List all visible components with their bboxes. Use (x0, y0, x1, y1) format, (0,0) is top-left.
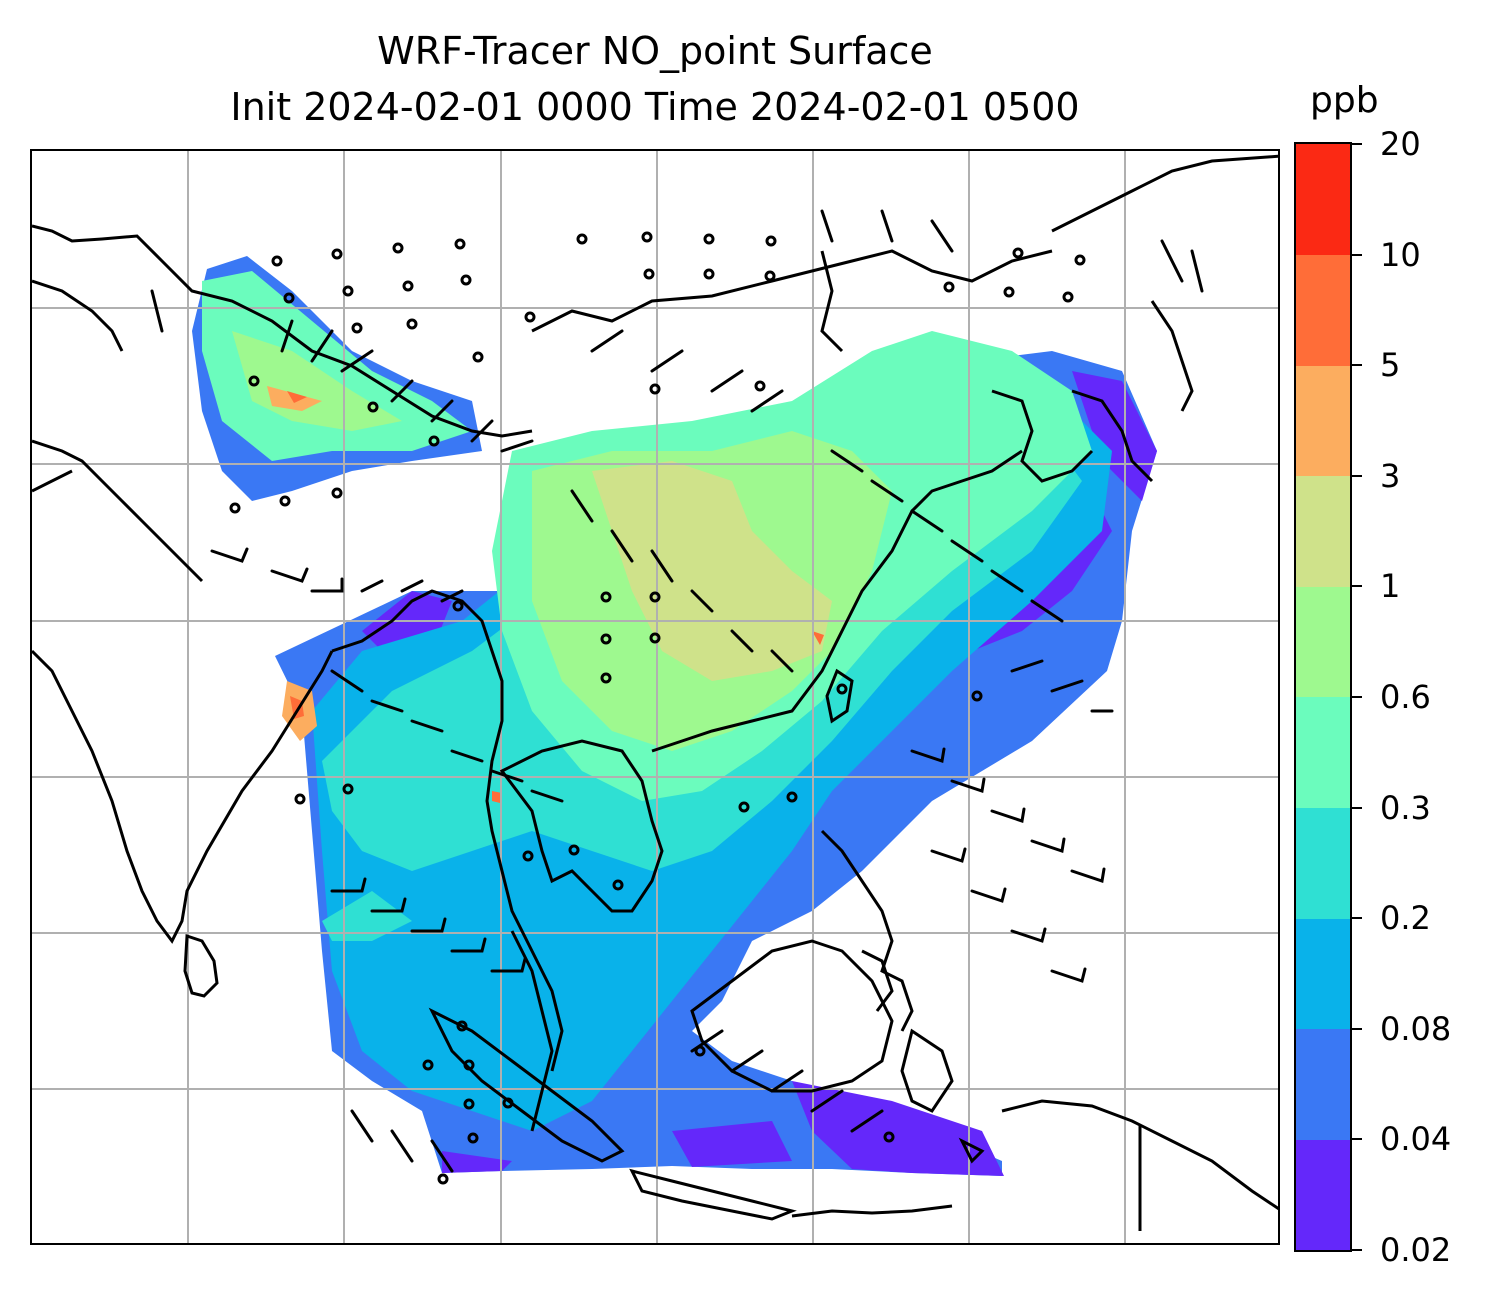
calm-markers (229, 231, 1086, 1185)
colorbar-tick (1352, 1027, 1362, 1030)
colorbar-unit: ppb (1310, 80, 1379, 121)
colorbar-tick-label: 1 (1380, 567, 1401, 606)
colorbar-tick (1352, 474, 1362, 477)
colorbar-segment (1296, 365, 1350, 477)
colorbar-tick (1352, 1249, 1362, 1251)
colorbar (1294, 142, 1352, 1252)
wind-barbs (150, 209, 1204, 1173)
colorbar-tick (1352, 364, 1362, 367)
colorbar-tick (1352, 253, 1362, 256)
chart-title-line2: Init 2024-02-01 0000 Time 2024-02-01 050… (230, 85, 1080, 129)
colorbar-segment (1296, 918, 1350, 1030)
colorbar-segment (1296, 1139, 1350, 1251)
colorbar-tick (1352, 143, 1362, 145)
colorbar-tick-label: 0.2 (1380, 899, 1431, 938)
colorbar-tick (1352, 696, 1362, 698)
colorbar-tick (1352, 1138, 1362, 1141)
colorbar-segment (1296, 586, 1350, 698)
colorbar-segment (1296, 1028, 1350, 1140)
map-panel (30, 149, 1280, 1245)
colorbar-tick-label: 20 (1380, 125, 1421, 163)
field-band-1 (592, 461, 832, 681)
map-canvas (32, 151, 1278, 1243)
colorbar-tick (1352, 585, 1362, 588)
colorbar-segment (1296, 144, 1350, 256)
gridlines (32, 151, 1278, 1243)
colorbar-tick-label: 10 (1380, 235, 1421, 274)
colorbar-segment (1296, 475, 1350, 587)
colorbar-tick-label: 0.04 (1380, 1120, 1452, 1159)
colorbar-tick (1352, 917, 1362, 920)
colorbar-segment (1296, 697, 1350, 809)
colorbar-tick-label: 3 (1380, 456, 1401, 495)
colorbar-tick (1352, 806, 1362, 809)
colorbar-segment (1296, 807, 1350, 919)
chart-title-line1: WRF-Tracer NO_point Surface (377, 29, 933, 73)
colorbar-tick-label: 0.08 (1380, 1009, 1452, 1048)
colorbar-tick-label: 0.6 (1380, 678, 1431, 716)
colorbar-tick-label: 0.3 (1380, 788, 1431, 827)
colorbar-tick-label: 5 (1380, 346, 1401, 385)
tracer-field (192, 256, 1157, 1176)
colorbar-segment (1296, 254, 1350, 366)
coastlines (32, 154, 1278, 1231)
colorbar-tick-label: 0.02 (1380, 1231, 1452, 1269)
